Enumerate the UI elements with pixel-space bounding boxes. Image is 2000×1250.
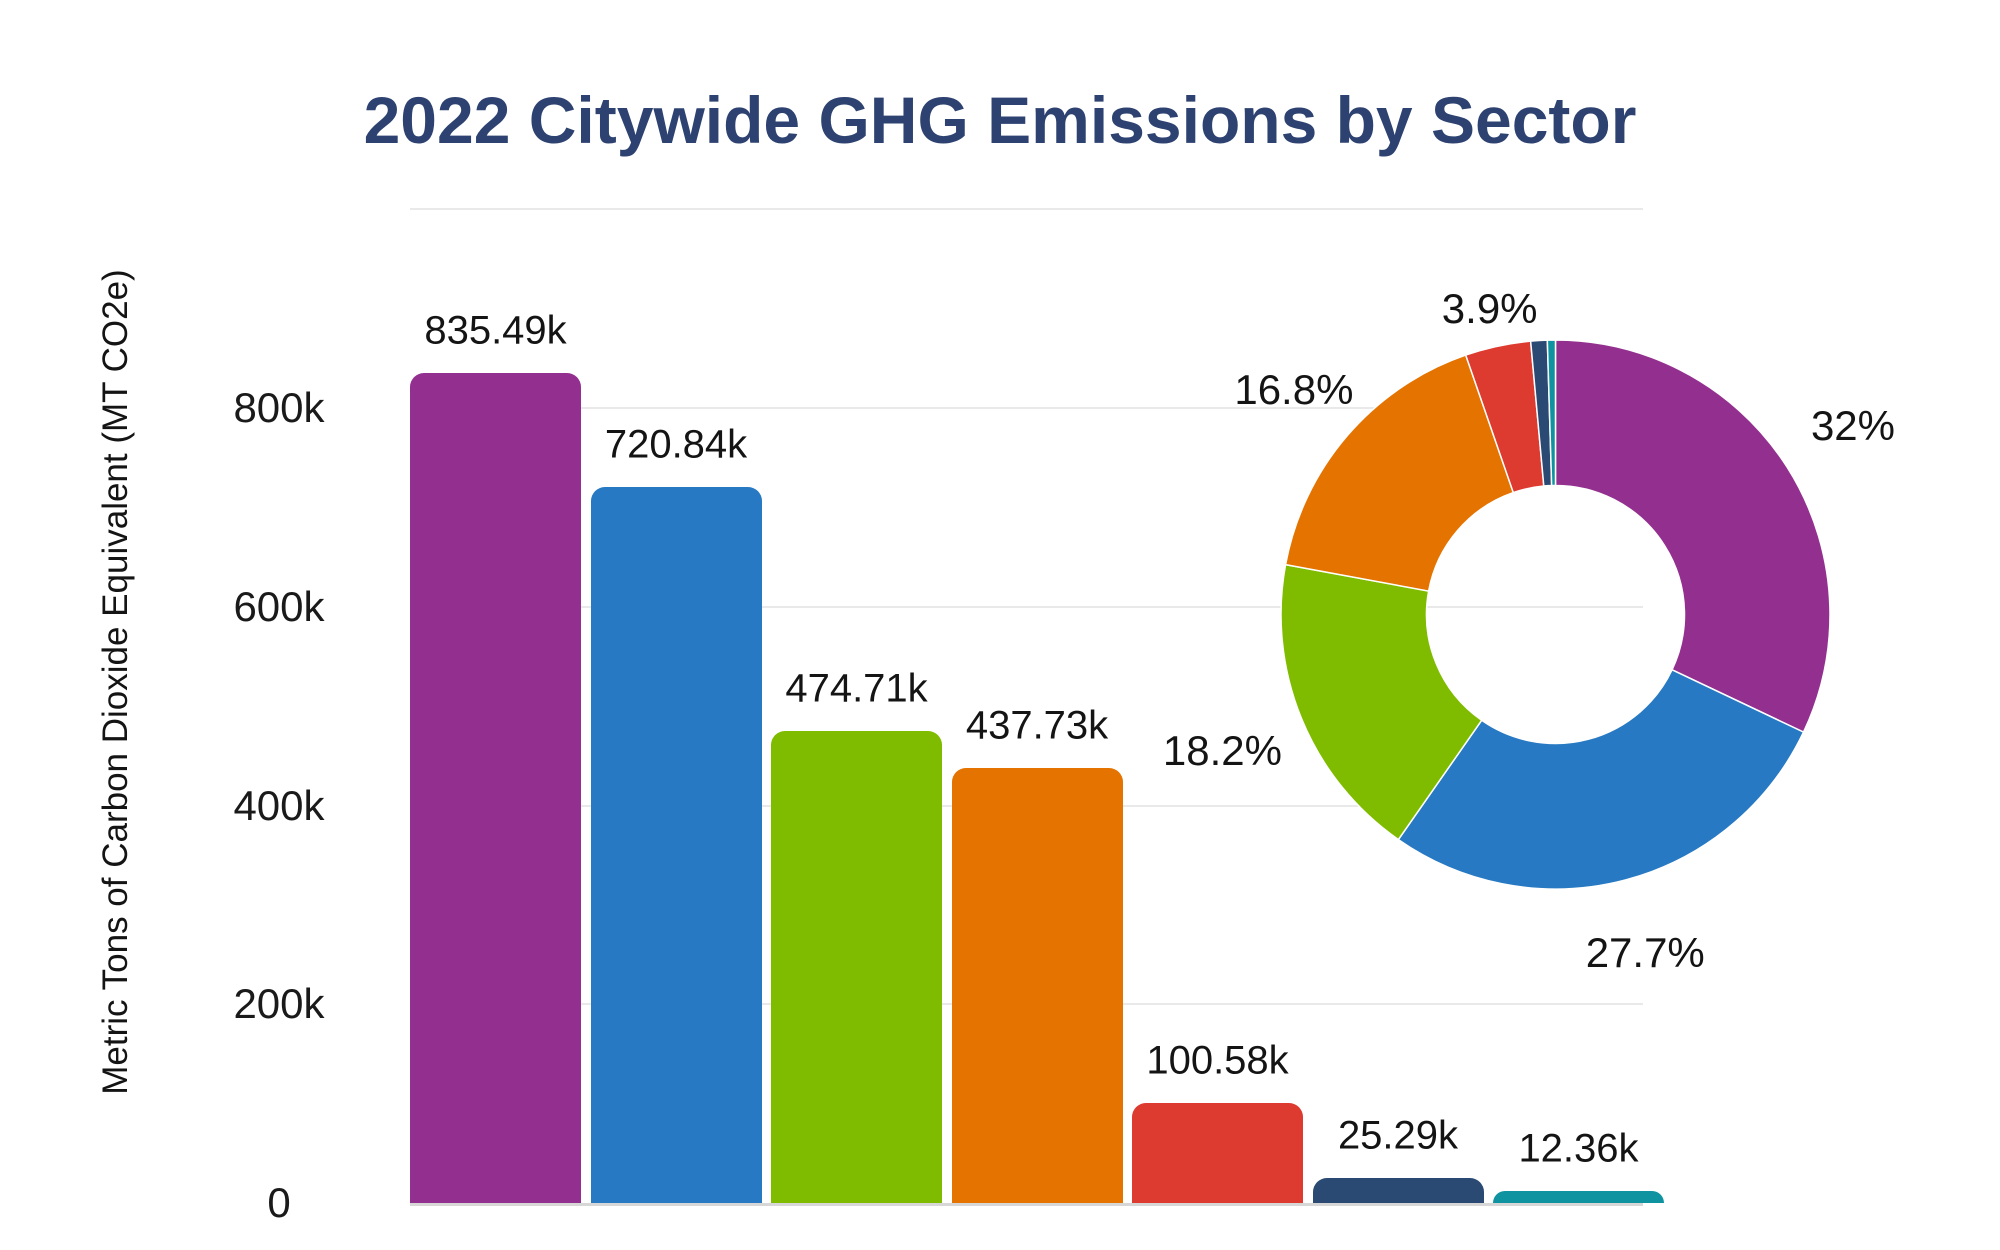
bar-value-label: 100.58k [1146,1038,1289,1083]
donut-percent-label: 32% [1810,402,1896,450]
y-axis-title: Metric Tons of Carbon Dioxide Equivalent… [96,269,135,1095]
bar-value-label: 437.73k [965,703,1109,748]
bar [410,372,581,1203]
donut-slice [1529,339,1553,487]
y-tick-label: 600k [233,582,325,630]
bar [951,768,1123,1203]
y-tick-label: 400k [233,781,325,829]
bar [771,731,942,1203]
y-tick-label: 200k [233,980,325,1028]
gridline [410,407,1643,409]
bar-value-label: 720.84k [604,422,748,467]
bar-value-label: 12.36k [1518,1126,1639,1171]
donut-slice [1464,340,1545,494]
bar [1493,1190,1664,1203]
gridline [410,605,1643,608]
donut-slice [1546,339,1557,487]
chart-title: 2022 Citywide GHG Emissions by Sector [363,83,1637,157]
bar-value-label: 25.29k [1337,1113,1459,1158]
donut-percent-label: 3.9% [1441,284,1538,332]
donut-percent-label: 27.7% [1585,928,1705,976]
y-tick-label: 800k [233,384,325,431]
donut-percent-label: 18.2% [1162,727,1282,775]
donut-slice [1554,339,1831,734]
bar [590,486,762,1203]
y-tick-label: 0 [267,1179,291,1226]
bar-value-label: 835.49k [424,308,567,353]
gridline [410,208,1643,211]
x-axis-baseline [410,1203,1643,1206]
bar [1312,1177,1484,1203]
bar-value-label: 474.71k [785,666,928,711]
donut-slice [1397,668,1805,890]
bar [1132,1103,1303,1203]
donut-percent-label: 16.8% [1234,365,1354,413]
